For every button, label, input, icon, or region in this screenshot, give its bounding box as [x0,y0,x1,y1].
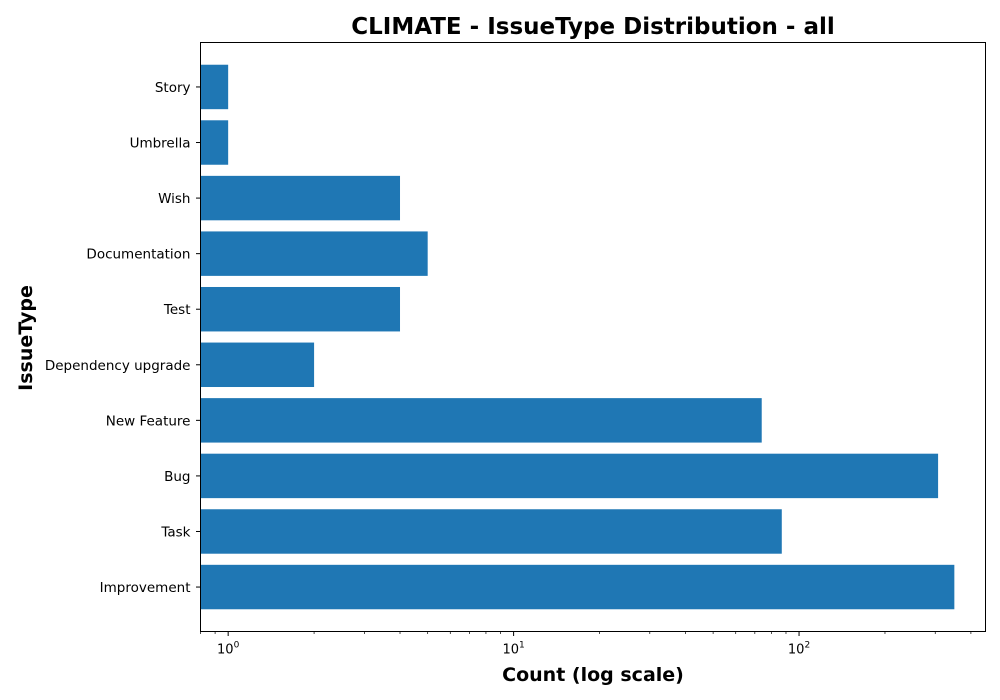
y-axis-label: IssueType [15,285,37,391]
y-tick-label: Umbrella [130,136,191,152]
bar-dependency-upgrade [200,342,315,388]
x-tick-label: 100 [217,641,240,658]
bars [200,64,955,610]
y-tick-label: Dependency upgrade [45,358,191,374]
chart-title: CLIMATE - IssueType Distribution - all [351,14,835,40]
plot-area-frame [200,42,986,632]
y-tick-label: Improvement [100,580,191,596]
bar-improvement [200,564,955,610]
y-tick-label: Documentation [86,247,190,263]
x-tick-label: 102 [788,641,810,658]
bar-wish [200,175,401,221]
bar-test [200,286,401,332]
x-tick-label: 101 [502,641,524,658]
y-tick-label: Task [160,524,190,540]
y-axis-ticks: Improvement Task Bug New Feature Dependency … [45,80,201,596]
bar-bug [200,453,939,499]
bar-task [200,509,782,554]
bar-documentation [200,231,428,276]
y-tick-label: Bug [164,469,190,485]
x-axis-label: Count (log scale) [502,664,684,686]
y-tick-label: Story [155,80,191,96]
y-tick-label: Wish [158,191,190,207]
x-axis-ticks: 100 101 102 [200,631,972,658]
y-tick-label: New Feature [106,413,191,429]
y-tick-label: Test [163,302,191,318]
bar-umbrella [200,120,229,165]
bar-story [200,64,229,110]
bar-new-feature [200,398,762,443]
